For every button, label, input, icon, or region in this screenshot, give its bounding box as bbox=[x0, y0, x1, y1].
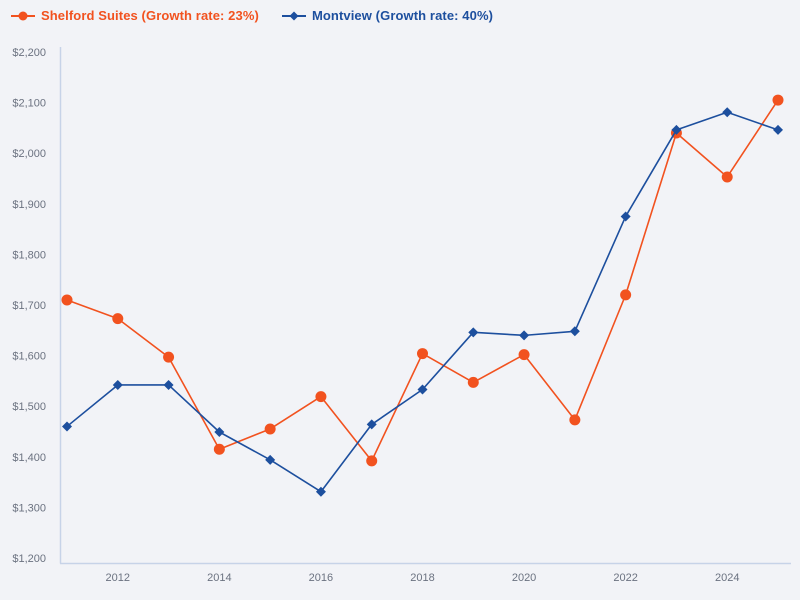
legend-item-montview[interactable]: Montview (Growth rate: 40%) bbox=[281, 8, 493, 23]
data-point-marker bbox=[366, 455, 378, 467]
data-point-marker bbox=[569, 414, 581, 426]
data-point-marker bbox=[213, 443, 225, 455]
x-axis-tick-label: 2022 bbox=[613, 572, 637, 584]
data-point-marker bbox=[722, 107, 733, 118]
circle-marker-icon bbox=[11, 11, 35, 20]
y-axis-tick-label: $1,500 bbox=[12, 401, 46, 413]
data-point-marker bbox=[620, 211, 631, 222]
data-point-marker bbox=[264, 423, 276, 435]
x-axis-tick-label: 2014 bbox=[207, 572, 231, 584]
data-point-marker bbox=[366, 419, 377, 430]
data-point-marker bbox=[62, 421, 72, 432]
data-point-marker bbox=[265, 454, 276, 465]
x-axis-tick-label: 2024 bbox=[715, 572, 739, 584]
y-axis-tick-label: $1,400 bbox=[12, 452, 46, 464]
series-line-montview bbox=[66, 111, 779, 493]
data-point-marker bbox=[417, 384, 428, 395]
data-point-marker bbox=[773, 124, 783, 135]
data-point-marker bbox=[315, 486, 326, 497]
data-point-marker bbox=[468, 327, 479, 338]
data-point-marker bbox=[518, 349, 530, 361]
data-point-marker bbox=[163, 351, 175, 363]
x-axis-tick-label: 2012 bbox=[106, 572, 130, 584]
legend-item-shelford-suites[interactable]: Shelford Suites (Growth rate: 23%) bbox=[10, 8, 259, 23]
y-axis-tick-label: $1,600 bbox=[12, 351, 46, 363]
data-point-marker bbox=[315, 391, 327, 403]
data-point-marker bbox=[620, 289, 632, 301]
legend-label-montview: Montview (Growth rate: 40%) bbox=[311, 8, 494, 23]
y-axis-tick-label: $1,900 bbox=[12, 199, 46, 211]
data-point-marker bbox=[671, 124, 682, 135]
x-axis-tick-label: 2016 bbox=[309, 572, 333, 584]
series-line-shelford-suites bbox=[66, 99, 779, 462]
x-axis-tick-label: 2020 bbox=[512, 572, 536, 584]
y-axis-tick-label: $1,300 bbox=[12, 502, 46, 514]
data-point-marker bbox=[417, 348, 428, 360]
data-point-marker bbox=[519, 330, 530, 341]
x-axis-tick-label: 2018 bbox=[410, 572, 434, 584]
y-axis-tick-label: $2,200 bbox=[12, 47, 46, 59]
y-axis-tick-label: $1,700 bbox=[12, 300, 46, 312]
chart-legend: Shelford Suites (Growth rate: 23%) Montv… bbox=[10, 8, 493, 23]
data-point-marker bbox=[112, 313, 124, 325]
data-point-marker bbox=[467, 376, 479, 388]
data-point-marker bbox=[214, 427, 225, 438]
data-point-marker bbox=[569, 326, 580, 337]
data-point-marker bbox=[61, 294, 73, 306]
y-axis-tick-label: $2,100 bbox=[12, 98, 46, 110]
y-axis-tick-label: $1,800 bbox=[12, 249, 46, 261]
data-point-marker bbox=[163, 379, 174, 390]
data-point-marker bbox=[112, 379, 123, 390]
diamond-marker-icon bbox=[281, 11, 306, 20]
y-axis-tick-label: $1,200 bbox=[12, 553, 46, 565]
data-point-marker bbox=[721, 171, 733, 183]
y-axis-tick-label: $2,000 bbox=[12, 148, 46, 160]
legend-label-shelford-suites: Shelford Suites (Growth rate: 23%) bbox=[41, 8, 259, 23]
data-point-marker bbox=[772, 94, 784, 106]
